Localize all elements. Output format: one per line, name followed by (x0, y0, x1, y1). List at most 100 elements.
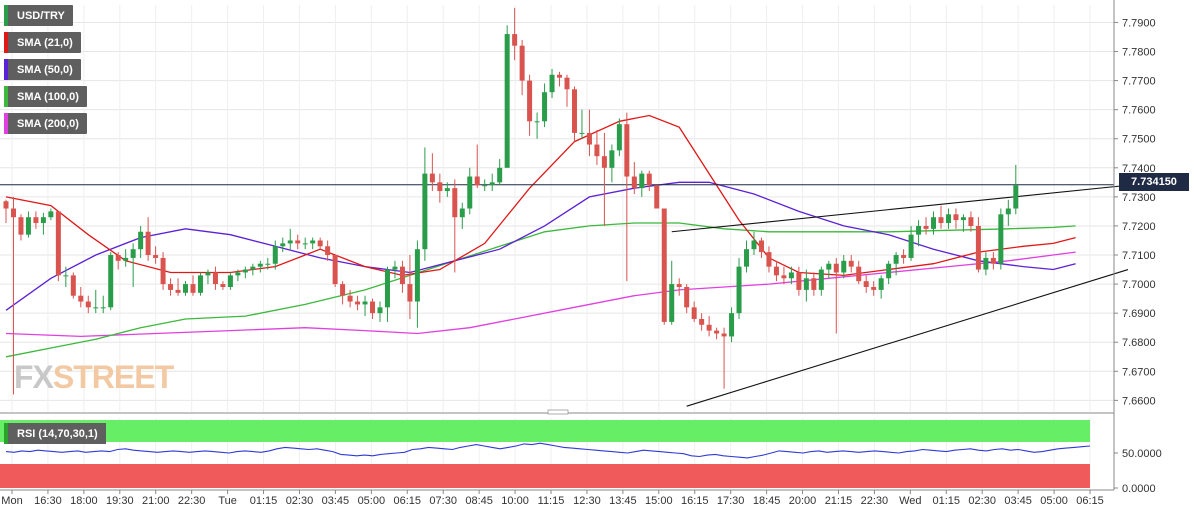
legend-sma21[interactable]: SMA (21,0) (4, 32, 81, 53)
candle-body (796, 272, 802, 290)
candle (542, 83, 548, 128)
candle (63, 266, 69, 287)
candle-body (168, 284, 174, 290)
candle (175, 278, 181, 296)
candle-body (100, 307, 106, 309)
candle (534, 112, 540, 139)
candle (355, 295, 361, 311)
legend-sma200[interactable]: SMA (200,0) (4, 113, 87, 134)
candle-body (616, 124, 622, 151)
rsi-label-text: RSI (14,70,30,1) (17, 427, 98, 440)
candle-body (721, 333, 727, 337)
candle-body (123, 257, 129, 261)
candle-body (631, 176, 637, 189)
candle (975, 217, 981, 273)
candle (467, 167, 473, 215)
candle-body (504, 34, 510, 168)
chart-legend: USD/TRY SMA (21,0) SMA (50,0) SMA (100,0… (4, 5, 87, 140)
x-tick-label: 18:00 (70, 495, 98, 507)
x-tick-label: Tue (218, 495, 237, 507)
x-tick-label: 19:30 (106, 495, 134, 507)
candle-body (931, 217, 937, 229)
candle (631, 161, 637, 194)
candle-body (205, 272, 211, 276)
candle (564, 74, 570, 107)
candle (123, 249, 129, 267)
y-tick-label: 7.7800 (1122, 47, 1156, 59)
x-tick-label: 20:00 (789, 495, 817, 507)
candle (744, 240, 750, 273)
candle-body (85, 301, 91, 308)
candle-body (975, 225, 981, 270)
legend-sma100[interactable]: SMA (100,0) (4, 86, 87, 107)
candle (646, 170, 652, 192)
candle-body (474, 176, 480, 186)
candle-body (848, 260, 854, 267)
candle-body (773, 266, 779, 276)
candle (931, 211, 937, 235)
candle-body (871, 286, 877, 290)
candle-body (295, 240, 301, 244)
candle (878, 275, 884, 299)
candle (916, 220, 922, 247)
candle-body (684, 286, 690, 308)
x-tick-label: Wed (899, 495, 921, 507)
candle (235, 269, 241, 282)
candle (571, 86, 577, 142)
sma200-line (5, 251, 1076, 338)
candle (392, 260, 398, 279)
x-tick-label: 10:00 (501, 495, 529, 507)
candle (437, 173, 443, 203)
candle (504, 25, 510, 168)
legend-sma50[interactable]: SMA (50,0) (4, 59, 81, 80)
candle-body (601, 156, 607, 168)
candle-body (257, 263, 263, 267)
candle (138, 225, 144, 258)
candle-body (766, 252, 772, 267)
candle-body (1013, 185, 1019, 209)
legend-swatch (4, 86, 8, 107)
candle (886, 260, 892, 285)
candle-body (265, 263, 271, 265)
candle (594, 130, 600, 165)
candle-body (325, 246, 331, 256)
x-tick-label: 22:30 (861, 495, 889, 507)
candle (998, 208, 1004, 270)
candle (48, 208, 54, 221)
candle (250, 263, 256, 276)
x-axis-ticks: Mon 16:30 18:00 19:30 21:00 22:30 Tue 01:15 02:3… (1, 490, 1104, 507)
candle (938, 205, 944, 229)
y-tick-label: 7.7700 (1122, 76, 1156, 88)
legend-usdtry[interactable]: USD/TRY (4, 5, 73, 26)
candle-body (960, 217, 966, 221)
candle (519, 39, 525, 96)
candle (25, 211, 31, 238)
candle-body (856, 266, 862, 282)
rsi-legend[interactable]: RSI (14,70,30,1) (4, 423, 106, 444)
candle-body (362, 301, 368, 305)
candle (10, 196, 16, 395)
rsi-series-line (5, 442, 1091, 459)
candle (212, 266, 218, 290)
candle (557, 71, 563, 87)
rsi-overbought-zone (0, 420, 1090, 442)
candle-body (370, 301, 376, 314)
candle-body (287, 240, 293, 244)
candle (310, 237, 316, 250)
candle (168, 278, 174, 296)
candle-body (452, 188, 458, 218)
candle (990, 252, 996, 270)
trend-lines (0, 184, 1129, 407)
candle-body (197, 275, 203, 293)
candle (70, 272, 76, 299)
candle-body (669, 284, 675, 322)
candle-body (938, 217, 944, 224)
candle-body (990, 257, 996, 264)
candle-body (923, 225, 929, 229)
candle-body (519, 45, 525, 81)
candle-body (115, 255, 121, 261)
x-tick-label: Mon (1, 495, 22, 507)
candle (459, 202, 465, 229)
candle-body (811, 278, 817, 290)
